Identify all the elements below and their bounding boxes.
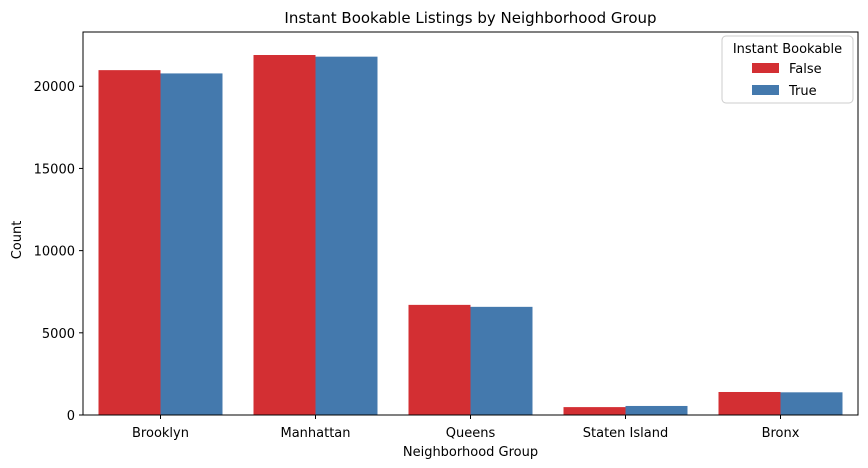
y-axis-ticks: 0 5000 10000 15000 20000 [34,80,83,424]
x-tick-label: Queens [446,426,496,441]
y-tick-label: 10000 [34,245,75,260]
bar-staten-island-false [563,407,626,415]
bar-queens-true [470,306,533,415]
x-tick-label: Brooklyn [132,426,189,441]
legend: Instant Bookable False True [721,35,854,104]
x-axis-ticks: Brooklyn Manhattan Queens Staten Island Bron… [132,415,800,441]
bar-manhattan-true [315,56,378,415]
y-tick-label: 20000 [34,80,75,95]
bar-bronx-true [780,392,843,415]
x-axis-label: Neighborhood Group [403,445,538,460]
legend-swatch-true [752,85,779,95]
bars-group [98,55,843,416]
bar-queens-false [408,304,471,415]
y-axis-label: Count [10,221,25,260]
bar-brooklyn-false [98,70,161,415]
x-tick-label: Manhattan [280,426,350,441]
plot-frame [82,31,859,416]
chart-title: Instant Bookable Listings by Neighborhoo… [284,9,656,27]
x-tick-label: Staten Island [583,426,668,441]
bar-manhattan-false [253,55,316,415]
legend-swatch-false [752,63,779,73]
y-tick-label: 0 [67,409,75,424]
legend-label-true: True [788,84,817,99]
bar-brooklyn-true [160,73,223,416]
y-tick-label: 15000 [34,162,75,177]
x-tick-label: Bronx [762,426,800,441]
y-tick-label: 5000 [42,327,75,342]
bar-bronx-false [718,391,781,415]
legend-label-false: False [789,62,822,77]
bar-staten-island-true [625,405,688,415]
legend-title: Instant Bookable [733,42,842,57]
